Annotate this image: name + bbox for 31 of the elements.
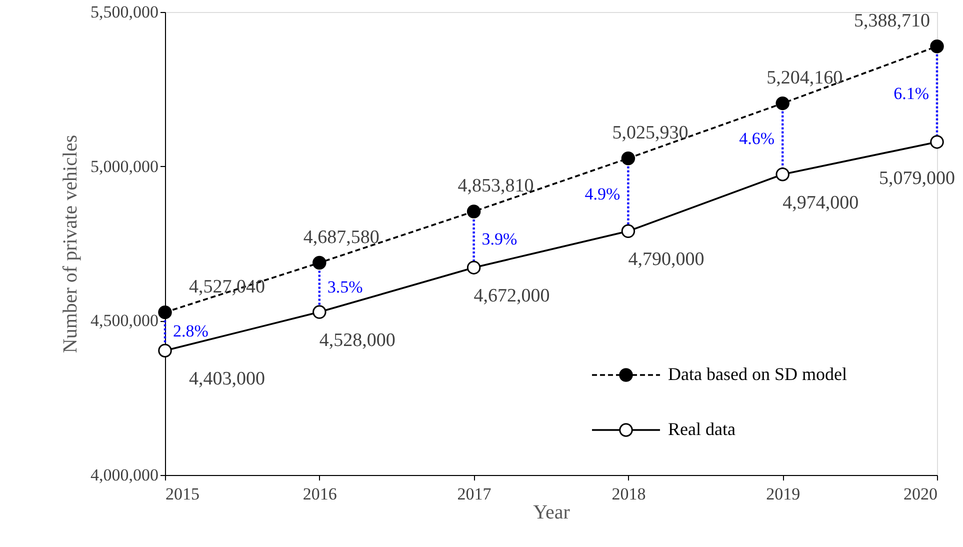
legend-label: Real data [668, 419, 736, 439]
annotation: 3.5% [327, 277, 363, 296]
data-label: 4,528,000 [319, 330, 396, 352]
y-tick-label: 5,500,000 [90, 2, 158, 22]
data-label: 4,853,810 [458, 175, 534, 196]
annotation: 3.9% [482, 230, 518, 249]
data-label: 5,079,000 [879, 168, 955, 189]
annotation: 4.9% [584, 184, 620, 204]
legend-label: Data based on SD model [668, 364, 847, 384]
data-label: 4,403,000 [189, 368, 265, 390]
x-tick-label: 2017 [457, 484, 492, 504]
annotation: 6.1% [894, 84, 929, 104]
data-label: 4,790,000 [628, 249, 704, 270]
data-label: 5,025,930 [612, 122, 688, 144]
x-tick-label: 2019 [766, 484, 800, 504]
data-label: 5,204,160 [766, 67, 843, 88]
x-tick-label: 2015 [166, 484, 200, 504]
annotation: 4.6% [739, 128, 775, 148]
y-tick-label: 4,000,000 [90, 466, 158, 484]
x-tick-label: 2016 [302, 484, 337, 504]
annotation: 2.8% [173, 321, 208, 340]
x-tick-label: 2018 [612, 484, 646, 504]
data-label: 5,388,710 [854, 10, 930, 32]
data-label: 4,974,000 [782, 192, 859, 214]
y-axis-title: Number of private vehicles [60, 134, 82, 354]
data-label: 4,672,000 [474, 286, 550, 307]
y-tick-label: 4,500,000 [90, 311, 158, 330]
y-tick-label: 5,000,000 [90, 156, 158, 176]
x-axis-title: Year [533, 502, 570, 524]
x-tick-label: 2020 [904, 484, 938, 504]
data-label: 4,687,580 [303, 226, 380, 248]
